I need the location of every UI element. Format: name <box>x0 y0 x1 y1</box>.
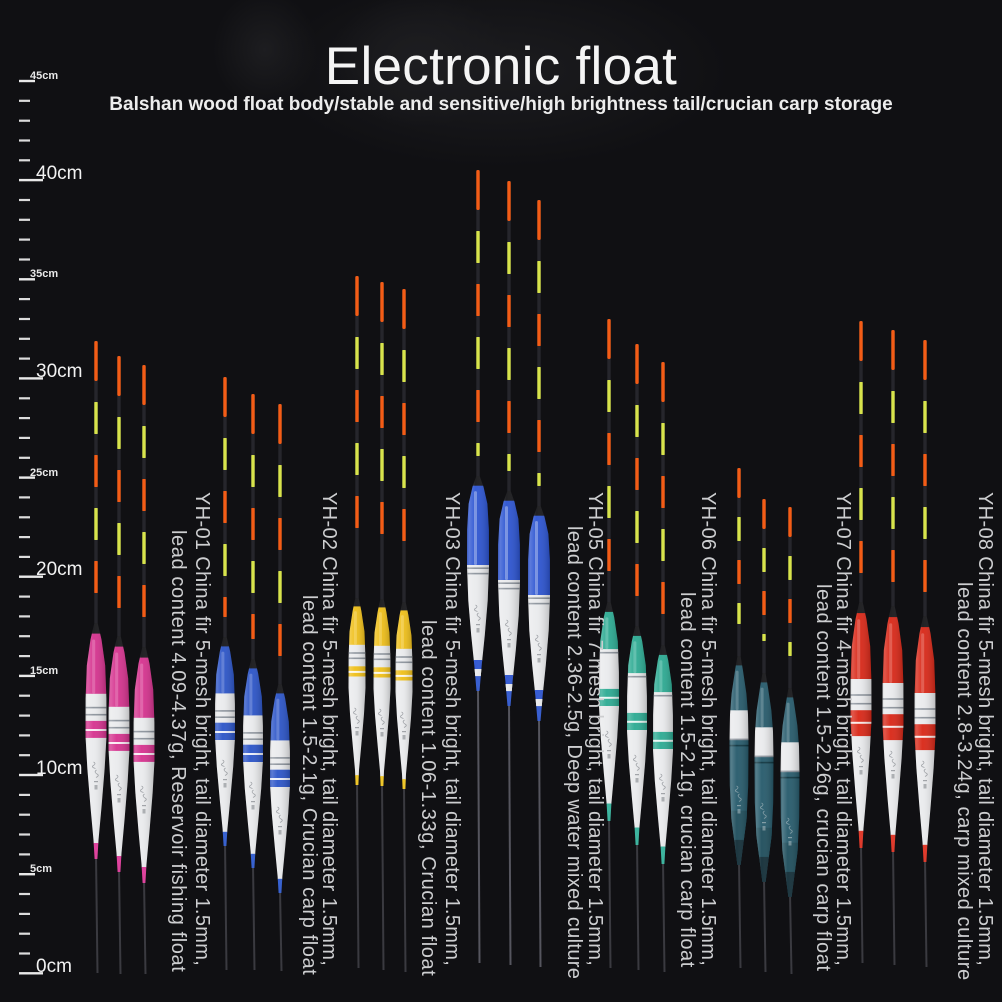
svg-text:5cm: 5cm <box>30 863 52 875</box>
svg-text:10cm: 10cm <box>36 758 82 779</box>
svg-text:15cm: 15cm <box>30 665 58 677</box>
svg-text:45cm: 45cm <box>30 70 58 82</box>
svg-text:35cm: 35cm <box>30 268 58 280</box>
svg-text:0cm: 0cm <box>36 956 72 977</box>
svg-text:25cm: 25cm <box>30 467 58 479</box>
svg-text:20cm: 20cm <box>36 559 82 580</box>
svg-text:30cm: 30cm <box>36 361 82 382</box>
svg-text:40cm: 40cm <box>36 163 82 184</box>
